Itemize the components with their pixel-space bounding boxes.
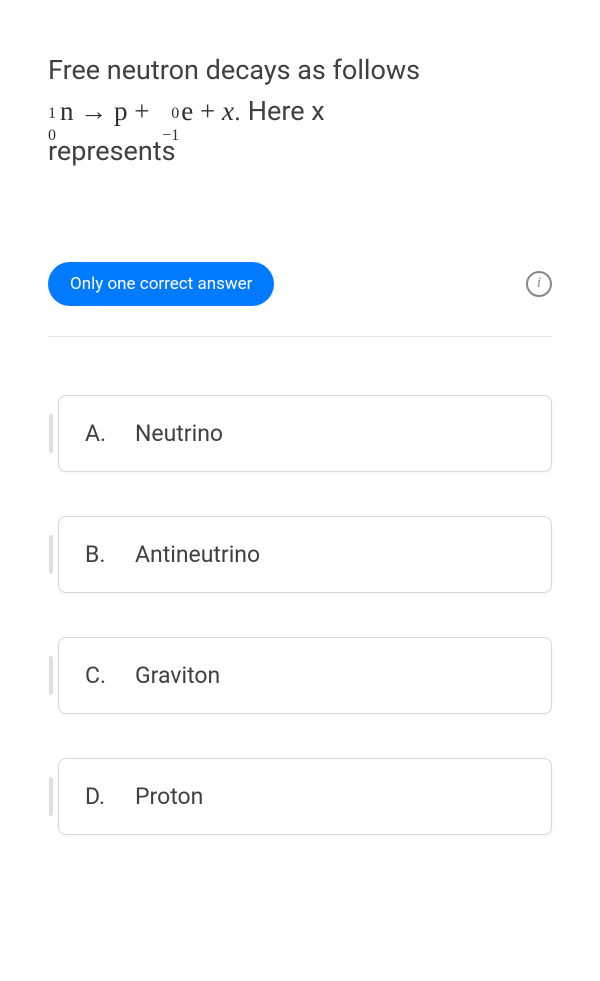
info-icon[interactable]: i — [526, 271, 552, 297]
option-c[interactable]: C. Graviton — [58, 637, 552, 714]
proton-symbol: p — [114, 96, 128, 126]
question-line1: Free neutron decays as follows — [48, 54, 420, 86]
question-block: Free neutron decays as follows 10n → p +… — [0, 0, 600, 172]
options-list: A. Neutrino B. Antineutrino C. Graviton … — [0, 337, 600, 835]
question-line3: represents — [48, 135, 176, 167]
question-line2-suffix: . Here x — [234, 95, 325, 127]
option-text: Antineutrino — [135, 541, 260, 568]
option-letter: D. — [85, 783, 135, 810]
option-a[interactable]: A. Neutrino — [58, 395, 552, 472]
electron-symbol: e — [181, 96, 193, 126]
plus-2: + — [200, 96, 215, 126]
x-symbol: x — [222, 96, 234, 126]
answer-type-badge: Only one correct answer — [48, 262, 274, 306]
equation: 10n → p + 0−1e + x — [48, 96, 234, 126]
question-text: Free neutron decays as follows 10n → p +… — [48, 50, 552, 172]
option-letter: A. — [85, 420, 135, 447]
option-text: Graviton — [135, 662, 220, 689]
plus-1: + — [134, 96, 149, 126]
option-text: Proton — [135, 783, 203, 810]
option-d[interactable]: D. Proton — [58, 758, 552, 835]
arrow: → — [80, 96, 107, 126]
option-text: Neutrino — [135, 420, 223, 447]
option-letter: B. — [85, 541, 135, 568]
neutron-symbol: n — [60, 96, 74, 126]
badge-row: Only one correct answer i — [0, 262, 600, 306]
option-letter: C. — [85, 662, 135, 689]
option-b[interactable]: B. Antineutrino — [58, 516, 552, 593]
